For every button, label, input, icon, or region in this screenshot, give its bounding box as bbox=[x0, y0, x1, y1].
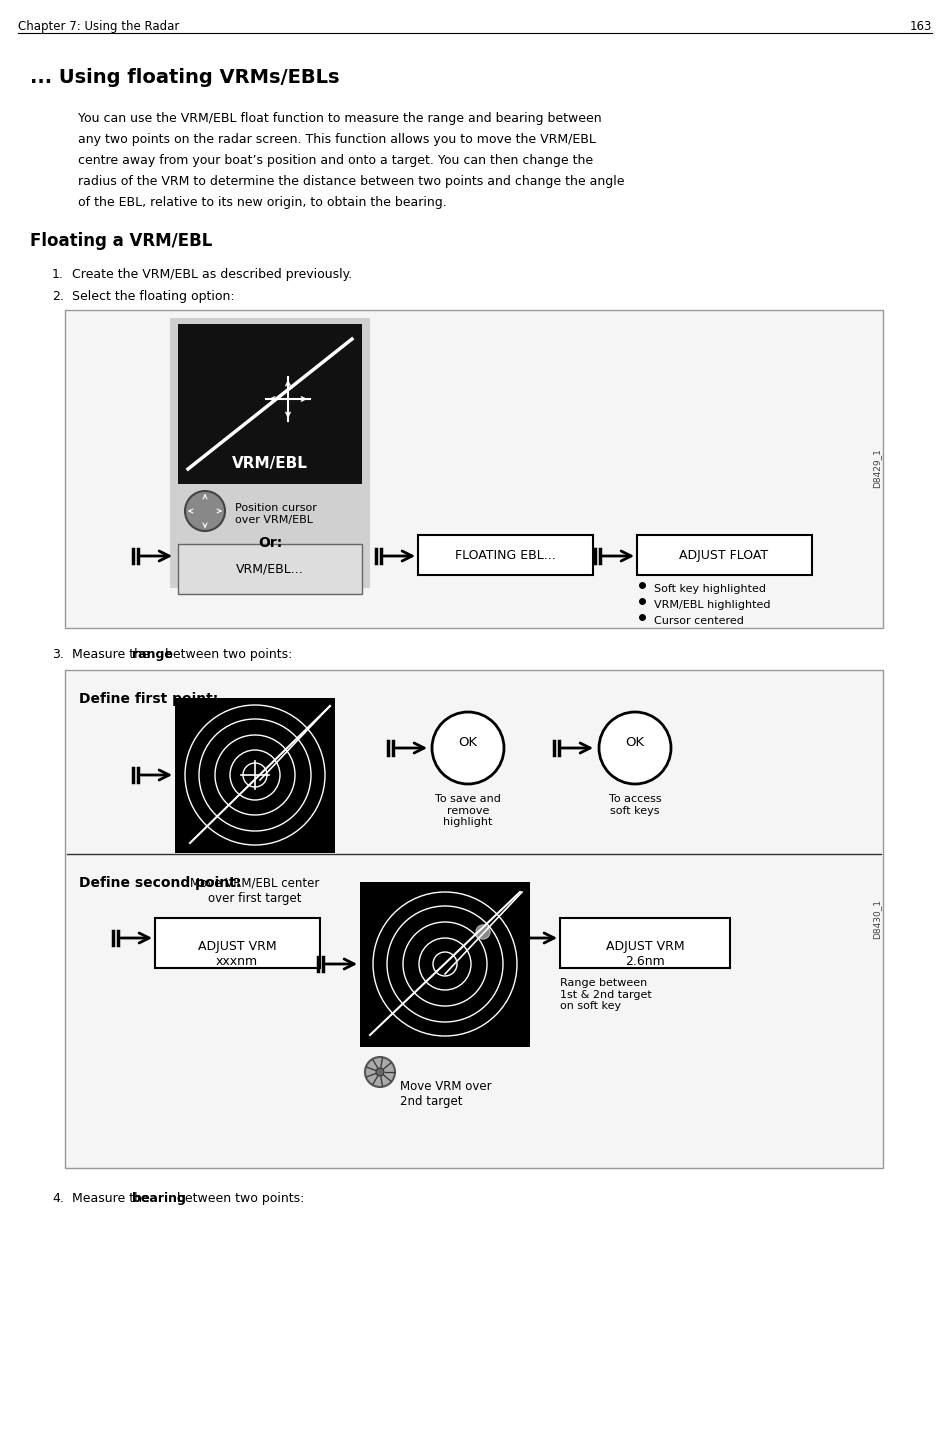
Text: 163: 163 bbox=[910, 20, 932, 33]
Text: Select the floating option:: Select the floating option: bbox=[72, 290, 235, 303]
Text: between two points:: between two points: bbox=[161, 649, 293, 661]
Text: Define second point:: Define second point: bbox=[79, 876, 241, 890]
FancyBboxPatch shape bbox=[155, 917, 320, 968]
FancyBboxPatch shape bbox=[637, 535, 812, 575]
Text: Move VRM/EBL center
over first target: Move VRM/EBL center over first target bbox=[190, 877, 320, 905]
FancyBboxPatch shape bbox=[418, 535, 593, 575]
FancyBboxPatch shape bbox=[175, 697, 335, 853]
Text: VRM/EBL: VRM/EBL bbox=[232, 456, 308, 472]
Text: OK: OK bbox=[625, 736, 644, 749]
Text: any two points on the radar screen. This function allows you to move the VRM/EBL: any two points on the radar screen. This… bbox=[78, 132, 596, 147]
Text: 3.: 3. bbox=[52, 649, 64, 661]
Text: Floating a VRM/EBL: Floating a VRM/EBL bbox=[30, 232, 213, 250]
Text: You can use the VRM/EBL float function to measure the range and bearing between: You can use the VRM/EBL float function t… bbox=[78, 112, 601, 125]
Text: Define first point:: Define first point: bbox=[79, 692, 218, 706]
FancyBboxPatch shape bbox=[170, 318, 370, 588]
Text: Range between
1st & 2nd target
on soft key: Range between 1st & 2nd target on soft k… bbox=[560, 978, 652, 1011]
Text: VRM/EBL...: VRM/EBL... bbox=[237, 564, 304, 577]
Text: bearing: bearing bbox=[132, 1192, 186, 1205]
Text: D8429_1: D8429_1 bbox=[872, 449, 882, 487]
Text: of the EBL, relative to its new origin, to obtain the bearing.: of the EBL, relative to its new origin, … bbox=[78, 196, 446, 209]
Text: Cursor centered: Cursor centered bbox=[654, 615, 744, 626]
Circle shape bbox=[432, 712, 504, 784]
Text: OK: OK bbox=[459, 736, 478, 749]
Text: D8430_1: D8430_1 bbox=[872, 899, 882, 939]
Circle shape bbox=[365, 1057, 395, 1087]
Circle shape bbox=[376, 1068, 384, 1076]
Text: between two points:: between two points: bbox=[173, 1192, 304, 1205]
Text: Chapter 7: Using the Radar: Chapter 7: Using the Radar bbox=[18, 20, 180, 33]
Text: centre away from your boat’s position and onto a target. You can then change the: centre away from your boat’s position an… bbox=[78, 154, 593, 167]
Text: 2.: 2. bbox=[52, 290, 64, 303]
Text: Measure the: Measure the bbox=[72, 649, 154, 661]
Text: To access
soft keys: To access soft keys bbox=[609, 794, 661, 815]
Text: range: range bbox=[132, 649, 173, 661]
Text: ... Using floating VRMs/EBLs: ... Using floating VRMs/EBLs bbox=[30, 68, 339, 88]
Text: Measure the: Measure the bbox=[72, 1192, 154, 1205]
Text: Move VRM over
2nd target: Move VRM over 2nd target bbox=[400, 1080, 492, 1109]
Circle shape bbox=[185, 490, 225, 531]
FancyBboxPatch shape bbox=[360, 881, 530, 1047]
Text: ADJUST VRM
xxxnm: ADJUST VRM xxxnm bbox=[198, 940, 276, 968]
Text: VRM/EBL highlighted: VRM/EBL highlighted bbox=[654, 600, 770, 610]
Text: Position cursor
over VRM/EBL: Position cursor over VRM/EBL bbox=[235, 503, 317, 525]
FancyBboxPatch shape bbox=[65, 670, 883, 1168]
FancyBboxPatch shape bbox=[65, 311, 883, 628]
FancyBboxPatch shape bbox=[178, 544, 362, 594]
FancyBboxPatch shape bbox=[178, 324, 362, 485]
Text: radius of the VRM to determine the distance between two points and change the an: radius of the VRM to determine the dista… bbox=[78, 175, 624, 188]
Text: ADJUST VRM
2.6nm: ADJUST VRM 2.6nm bbox=[606, 940, 684, 968]
Text: Or:: Or: bbox=[257, 536, 282, 549]
Circle shape bbox=[599, 712, 671, 784]
Text: ADJUST FLOAT: ADJUST FLOAT bbox=[679, 549, 769, 562]
Circle shape bbox=[476, 925, 490, 939]
Text: To save and
remove
highlight: To save and remove highlight bbox=[435, 794, 501, 827]
Text: FLOATING EBL...: FLOATING EBL... bbox=[455, 549, 556, 562]
Text: 1.: 1. bbox=[52, 267, 64, 280]
FancyBboxPatch shape bbox=[560, 917, 730, 968]
Text: Create the VRM/EBL as described previously.: Create the VRM/EBL as described previous… bbox=[72, 267, 352, 280]
Text: Soft key highlighted: Soft key highlighted bbox=[654, 584, 766, 594]
Text: 4.: 4. bbox=[52, 1192, 64, 1205]
